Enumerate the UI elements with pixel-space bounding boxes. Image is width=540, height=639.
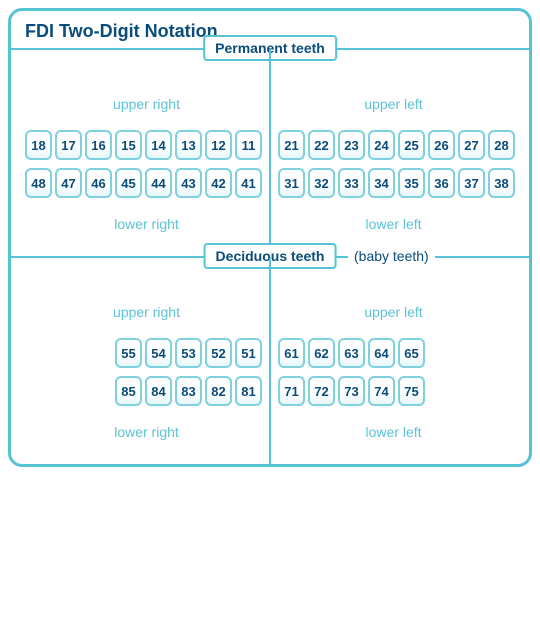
tooth-cell: 45 (115, 168, 142, 198)
tooth-cell: 28 (488, 130, 515, 160)
deciduous-grid: upper right 5554535251 8584838281 lower … (23, 288, 517, 454)
tooth-cell: 31 (278, 168, 305, 198)
tooth-cell: 33 (338, 168, 365, 198)
tooth-cell: 73 (338, 376, 365, 406)
quad-label: upper right (25, 96, 268, 112)
tooth-cell: 44 (145, 168, 172, 198)
tooth-row: 2122232425262728 (272, 130, 515, 160)
tooth-cell: 18 (25, 130, 52, 160)
quad-label: lower left (272, 216, 515, 232)
tooth-row: 8584838281 (25, 376, 268, 406)
quad-label: lower right (25, 216, 268, 232)
tooth-cell: 63 (338, 338, 365, 368)
tooth-cell: 53 (175, 338, 202, 368)
tooth-cell: 11 (235, 130, 262, 160)
tooth-row: 1817161514131211 (25, 130, 268, 160)
tooth-cell: 41 (235, 168, 262, 198)
tooth-cell: 84 (145, 376, 172, 406)
permanent-grid: upper right 1817161514131211 48474645444… (23, 80, 517, 246)
tooth-cell: 35 (398, 168, 425, 198)
tooth-cell: 14 (145, 130, 172, 160)
deciduous-section: Deciduous teeth (baby teeth) upper right… (11, 256, 529, 464)
tooth-cell: 81 (235, 376, 262, 406)
tooth-row: 5554535251 (25, 338, 268, 368)
tooth-cell: 15 (115, 130, 142, 160)
tooth-cell: 55 (115, 338, 142, 368)
tooth-cell: 47 (55, 168, 82, 198)
tooth-cell: 85 (115, 376, 142, 406)
tooth-cell: 21 (278, 130, 305, 160)
quad-label: lower left (272, 424, 515, 440)
tooth-cell: 75 (398, 376, 425, 406)
tooth-cell: 17 (55, 130, 82, 160)
tooth-cell: 48 (25, 168, 52, 198)
tooth-cell: 65 (398, 338, 425, 368)
permanent-upper-right-quad: upper right 1817161514131211 48474645444… (23, 80, 270, 246)
tooth-cell: 25 (398, 130, 425, 160)
quad-label: lower right (25, 424, 268, 440)
tooth-cell: 64 (368, 338, 395, 368)
tooth-cell: 36 (428, 168, 455, 198)
deciduous-side-note: (baby teeth) (348, 246, 435, 266)
permanent-upper-left-quad: upper left 2122232425262728 313233343536… (270, 80, 517, 246)
vertical-divider (269, 50, 271, 256)
tooth-cell: 74 (368, 376, 395, 406)
tooth-cell: 37 (458, 168, 485, 198)
fdi-card: FDI Two-Digit Notation Permanent teeth u… (8, 8, 532, 467)
quad-label: upper right (25, 304, 268, 320)
tooth-cell: 71 (278, 376, 305, 406)
deciduous-upper-left-quad: upper left 6162636465 7172737475 lower l… (270, 288, 517, 454)
tooth-cell: 83 (175, 376, 202, 406)
tooth-cell: 16 (85, 130, 112, 160)
tooth-row: 3132333435363738 (272, 168, 515, 198)
tooth-cell: 72 (308, 376, 335, 406)
tooth-cell: 27 (458, 130, 485, 160)
tooth-cell: 82 (205, 376, 232, 406)
vertical-divider (269, 258, 271, 464)
tooth-cell: 22 (308, 130, 335, 160)
tooth-cell: 51 (235, 338, 262, 368)
tooth-cell: 46 (85, 168, 112, 198)
tooth-cell: 52 (205, 338, 232, 368)
tooth-cell: 43 (175, 168, 202, 198)
tooth-cell: 13 (175, 130, 202, 160)
deciduous-upper-right-quad: upper right 5554535251 8584838281 lower … (23, 288, 270, 454)
tooth-row: 7172737475 (272, 376, 515, 406)
tooth-cell: 32 (308, 168, 335, 198)
tooth-row: 6162636465 (272, 338, 515, 368)
tooth-cell: 61 (278, 338, 305, 368)
quad-label: upper left (272, 96, 515, 112)
tooth-cell: 12 (205, 130, 232, 160)
tooth-cell: 38 (488, 168, 515, 198)
tooth-cell: 24 (368, 130, 395, 160)
tooth-cell: 62 (308, 338, 335, 368)
permanent-section: Permanent teeth upper right 181716151413… (11, 48, 529, 256)
tooth-cell: 42 (205, 168, 232, 198)
quad-label: upper left (272, 304, 515, 320)
tooth-cell: 34 (368, 168, 395, 198)
tooth-cell: 54 (145, 338, 172, 368)
tooth-row: 4847464544434241 (25, 168, 268, 198)
tooth-cell: 26 (428, 130, 455, 160)
tooth-cell: 23 (338, 130, 365, 160)
